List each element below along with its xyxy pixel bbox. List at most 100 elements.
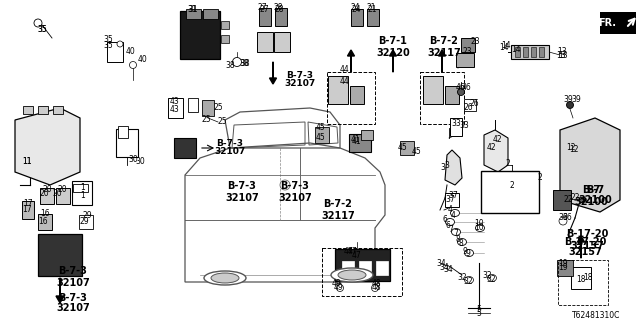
Bar xyxy=(423,76,443,104)
Text: B-7-2
32117: B-7-2 32117 xyxy=(321,199,355,221)
Bar xyxy=(481,171,539,213)
Bar xyxy=(202,100,214,116)
Text: 46: 46 xyxy=(455,84,465,92)
Text: 12: 12 xyxy=(569,146,579,155)
Polygon shape xyxy=(484,130,508,172)
FancyArrow shape xyxy=(577,236,584,258)
Bar xyxy=(72,181,92,205)
Bar xyxy=(79,215,93,229)
Text: 1: 1 xyxy=(81,191,85,201)
Text: 33: 33 xyxy=(459,122,469,131)
Text: 49: 49 xyxy=(331,279,341,289)
Text: 9: 9 xyxy=(463,247,467,257)
Bar xyxy=(511,45,549,59)
Polygon shape xyxy=(560,118,620,212)
Text: 39: 39 xyxy=(563,95,573,105)
Text: B-7: B-7 xyxy=(586,185,604,195)
Text: 32: 32 xyxy=(457,273,467,282)
Text: B-7-3: B-7-3 xyxy=(287,70,314,79)
Text: 4: 4 xyxy=(451,211,456,220)
Text: 48: 48 xyxy=(371,283,381,292)
Text: 2: 2 xyxy=(506,158,510,167)
Text: 11: 11 xyxy=(22,157,32,166)
Text: 40: 40 xyxy=(138,55,148,65)
Text: 1: 1 xyxy=(81,183,85,193)
Text: 42: 42 xyxy=(492,135,502,145)
Bar xyxy=(202,9,218,19)
Bar xyxy=(456,53,474,67)
Text: 32107: 32107 xyxy=(56,303,90,313)
Text: 45: 45 xyxy=(412,148,422,156)
Bar xyxy=(174,138,196,158)
Bar xyxy=(553,190,571,210)
Text: 20: 20 xyxy=(39,189,49,198)
Text: 47: 47 xyxy=(352,251,362,260)
Bar xyxy=(557,260,573,276)
Text: 13: 13 xyxy=(558,51,568,60)
Bar xyxy=(23,106,33,114)
Text: T62481310C: T62481310C xyxy=(572,310,620,319)
Text: 5: 5 xyxy=(477,306,481,315)
Text: 38: 38 xyxy=(225,60,235,69)
Bar xyxy=(53,106,63,114)
Bar xyxy=(188,98,198,112)
Text: 19: 19 xyxy=(558,259,568,268)
Text: 13: 13 xyxy=(557,47,567,57)
Text: 18: 18 xyxy=(576,276,586,284)
Text: 13: 13 xyxy=(556,51,566,60)
Text: FR.: FR. xyxy=(598,18,616,28)
Bar xyxy=(40,188,54,204)
Ellipse shape xyxy=(117,41,123,47)
Text: 34: 34 xyxy=(436,259,446,268)
Text: 47: 47 xyxy=(347,247,357,257)
Text: B-7-3: B-7-3 xyxy=(59,293,88,303)
Text: 21: 21 xyxy=(366,4,376,12)
Text: 14: 14 xyxy=(501,42,511,51)
Text: B-7-3
32107: B-7-3 32107 xyxy=(225,181,259,203)
Text: 35: 35 xyxy=(37,26,47,35)
Ellipse shape xyxy=(371,284,378,292)
Polygon shape xyxy=(445,150,462,185)
Bar xyxy=(274,32,290,52)
Text: 5: 5 xyxy=(477,308,481,317)
Bar xyxy=(461,38,475,52)
Text: 45: 45 xyxy=(398,143,408,153)
Ellipse shape xyxy=(211,273,239,283)
FancyArrow shape xyxy=(56,278,64,303)
Bar xyxy=(72,184,88,192)
Text: 34: 34 xyxy=(439,263,449,273)
Bar xyxy=(56,188,70,204)
Ellipse shape xyxy=(451,210,460,217)
Text: 10: 10 xyxy=(474,223,484,233)
Text: B-17-20: B-17-20 xyxy=(564,237,606,247)
Text: 42: 42 xyxy=(486,143,496,153)
Bar xyxy=(257,32,273,52)
Text: 45: 45 xyxy=(315,124,325,132)
Ellipse shape xyxy=(488,275,497,282)
Text: 35: 35 xyxy=(103,36,113,44)
Ellipse shape xyxy=(338,270,366,280)
Text: 37: 37 xyxy=(448,190,458,199)
Text: 33: 33 xyxy=(451,119,461,129)
Ellipse shape xyxy=(465,276,474,284)
Text: 20: 20 xyxy=(42,186,52,195)
Text: 35: 35 xyxy=(103,41,113,50)
Ellipse shape xyxy=(129,61,136,68)
Text: 6: 6 xyxy=(443,215,447,225)
Ellipse shape xyxy=(458,238,467,245)
Bar xyxy=(186,9,200,19)
Bar xyxy=(445,86,459,104)
Bar xyxy=(515,47,520,57)
Ellipse shape xyxy=(559,217,567,225)
Ellipse shape xyxy=(445,219,454,226)
FancyArrow shape xyxy=(348,50,355,72)
Text: 2: 2 xyxy=(538,173,542,182)
Text: 21: 21 xyxy=(367,5,377,14)
Ellipse shape xyxy=(337,284,344,292)
Bar xyxy=(558,260,608,305)
Bar xyxy=(600,12,636,34)
Ellipse shape xyxy=(458,89,465,95)
Text: 7: 7 xyxy=(449,226,453,235)
Text: 34: 34 xyxy=(443,266,453,275)
Text: 32100: 32100 xyxy=(578,195,612,205)
